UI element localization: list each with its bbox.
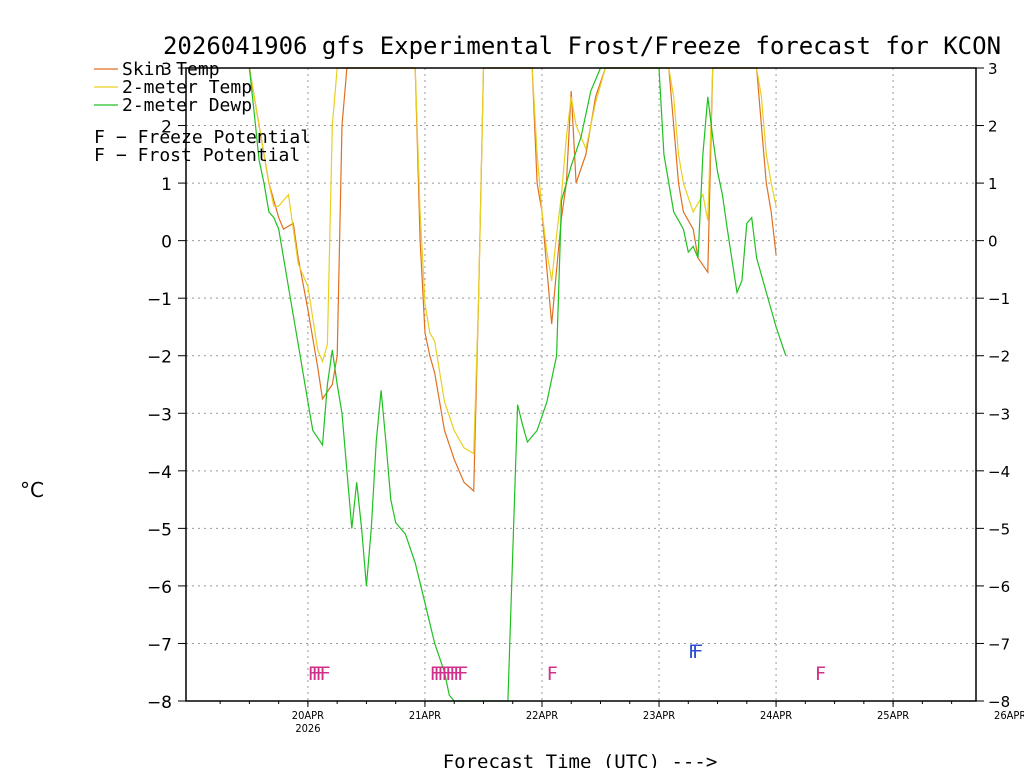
x-tick-label: 23APR bbox=[643, 709, 675, 722]
legend-label: 2-meter Dewp bbox=[122, 95, 252, 116]
y-tick-label-right: 2 bbox=[988, 118, 998, 136]
x-tick-sublabel: 2026 bbox=[295, 722, 320, 735]
legend-label: 2-meter Temp bbox=[122, 77, 252, 98]
legend-label: Skin Temp bbox=[122, 59, 220, 80]
y-axis-label: °C bbox=[20, 478, 44, 502]
freeze-flag: F bbox=[815, 663, 825, 685]
y-tick-label-left: −6 bbox=[147, 578, 172, 598]
y-tick-label-left: −7 bbox=[147, 635, 172, 655]
series-line-2-meter-dewp bbox=[248, 67, 787, 702]
y-tick-label-left: 3 bbox=[161, 60, 172, 80]
chart-title: 2026041906 gfs Experimental Frost/Freeze… bbox=[163, 32, 1001, 60]
freeze-flag: FFFFFFFF bbox=[430, 663, 468, 685]
y-tick-label-right: −2 bbox=[988, 348, 1010, 366]
flag-legend-label: − Frost Potential bbox=[116, 145, 300, 166]
x-tick-label: 20APR bbox=[292, 709, 324, 722]
x-tick-label: 25APR bbox=[877, 709, 909, 722]
y-tick-label-right: −8 bbox=[988, 693, 1010, 711]
y-tick-label-left: −4 bbox=[147, 463, 172, 483]
freeze-flag: FFFF bbox=[308, 663, 330, 685]
y-tick-label-left: −3 bbox=[147, 405, 172, 425]
y-tick-label-right: −4 bbox=[988, 463, 1010, 481]
x-axis-label: Forecast Time (UTC) ---> bbox=[443, 751, 718, 768]
flag-legend-symbol: F bbox=[94, 127, 105, 148]
flag-legend-symbol: F bbox=[94, 145, 105, 166]
frost-flag: FF bbox=[688, 641, 702, 663]
y-tick-label-left: −1 bbox=[147, 290, 172, 310]
y-tick-label-left: −2 bbox=[147, 348, 172, 368]
y-tick-label-right: −7 bbox=[988, 635, 1010, 653]
y-tick-label-right: −1 bbox=[988, 290, 1010, 308]
potential-flags: FFFF FFFFFFFF FFFF bbox=[308, 641, 832, 685]
series-lines bbox=[248, 67, 787, 702]
flag-legend-label: − Freeze Potential bbox=[116, 127, 311, 148]
y-tick-label-right: 0 bbox=[988, 233, 998, 251]
y-tick-label-right: 1 bbox=[988, 175, 998, 193]
y-tick-label-left: −8 bbox=[147, 693, 172, 713]
y-tick-label-left: −5 bbox=[147, 520, 172, 540]
y-tick-label-right: 3 bbox=[988, 60, 998, 78]
y-tick-label-right: −3 bbox=[988, 405, 1010, 423]
y-tick-label-left: 0 bbox=[161, 233, 172, 253]
x-tick-label: 21APR bbox=[409, 709, 441, 722]
x-tick-label: 26APR bbox=[994, 709, 1024, 722]
y-axis: −8 −8 −7 −7 −6 −6 −5 −5 −4 −4 −3 −3 −2 −2 −1 −1 0 0 1 1 2 2 3 3 bbox=[147, 60, 1010, 713]
freeze-flag: F bbox=[547, 663, 557, 685]
y-tick-label-right: −5 bbox=[988, 520, 1010, 538]
plot-frame bbox=[185, 67, 977, 702]
x-tick-label: 22APR bbox=[526, 709, 558, 722]
y-tick-label-left: 2 bbox=[161, 118, 172, 138]
y-tick-label-right: −6 bbox=[988, 578, 1010, 596]
y-tick-label-left: 1 bbox=[161, 175, 172, 195]
x-tick-label: 24APR bbox=[760, 709, 792, 722]
